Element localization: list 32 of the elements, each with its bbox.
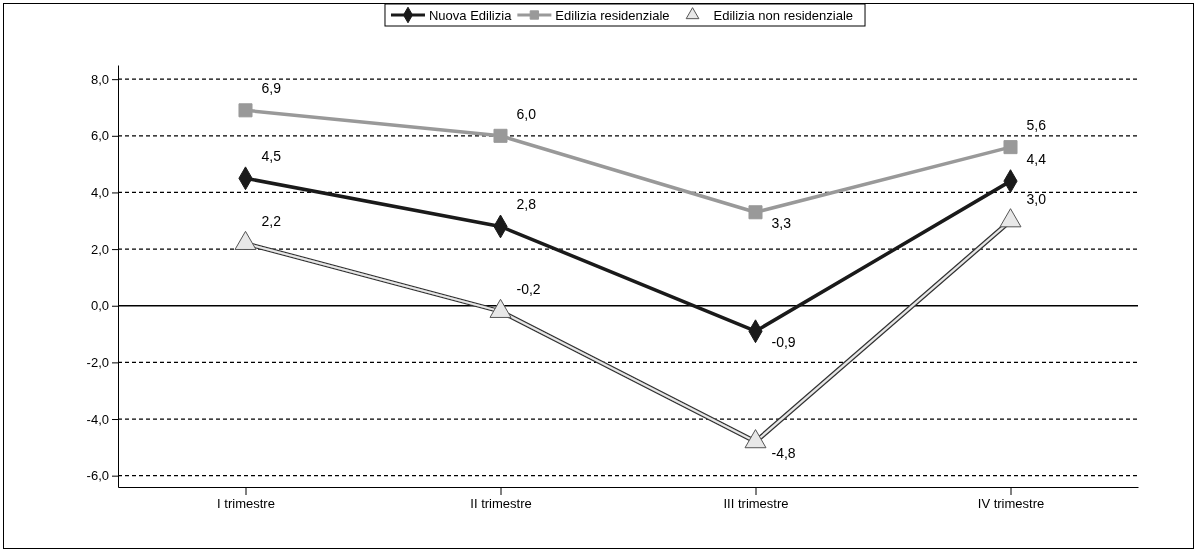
y-tick-label: 2,0 [90, 241, 109, 257]
y-tick-label: -4,0 [86, 411, 109, 427]
data-label: 5,6 [1026, 117, 1047, 134]
y-tick-label: 0,0 [90, 298, 109, 314]
data-label: 6,9 [261, 80, 282, 97]
data-label: -4,8 [771, 444, 796, 461]
data-label: 2,8 [516, 196, 537, 213]
y-tick-label: -6,0 [86, 468, 109, 484]
data-label: -0,2 [516, 281, 541, 298]
point [493, 128, 508, 143]
data-label: 4,4 [1026, 151, 1047, 168]
x-tick-label: IV trimestre [977, 496, 1045, 512]
data-label: 3,3 [771, 215, 792, 232]
point [1003, 140, 1018, 155]
legend-label: Edilizia non residenziale [713, 7, 854, 23]
x-tick-label: II trimestre [470, 496, 532, 512]
point [748, 205, 763, 220]
legend-label: Nuova Edilizia [428, 7, 513, 23]
point [744, 429, 767, 449]
point [238, 103, 253, 118]
data-label: 2,2 [261, 213, 282, 230]
y-tick-label: 4,0 [90, 185, 109, 201]
y-tick-label: 8,0 [90, 71, 109, 87]
data-label: 3,0 [1026, 190, 1047, 207]
data-label: 4,5 [261, 148, 282, 165]
legend-label: Edilizia residenziale [555, 7, 670, 23]
x-tick-label: III trimestre [723, 496, 789, 512]
y-tick-label: 6,0 [90, 128, 109, 144]
data-label: -0,9 [771, 334, 796, 351]
x-tick-label: I trimestre [217, 496, 275, 512]
y-tick-label: -2,0 [86, 355, 109, 371]
data-label: 6,0 [516, 105, 537, 122]
